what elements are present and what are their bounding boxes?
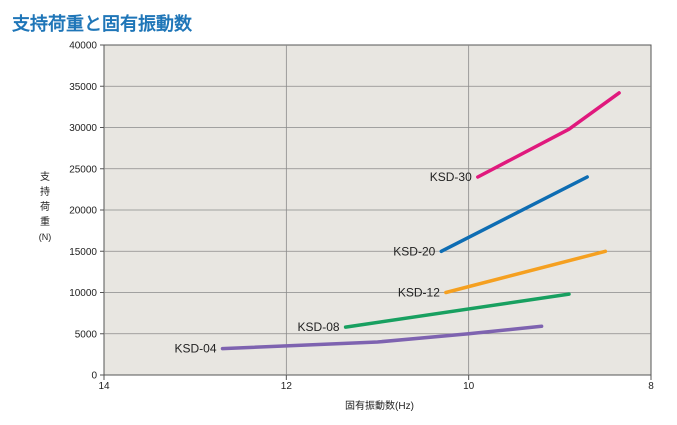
series-line-ksd-12 [444,249,608,295]
series-line-ksd-30 [476,91,621,179]
y-tick-label: 0 [91,371,97,382]
series-line-ksd-08 [343,292,571,329]
y-axis-label: 支 持 荷 重 (N) [32,170,58,245]
x-axis-label: 固有振動数(Hz) [345,399,414,412]
series-label-ksd-04: KSD-04 [174,342,216,356]
y-tick-label: 10000 [69,288,97,299]
y-tick-label: 40000 [69,41,97,52]
y-tick-label: 35000 [69,82,97,93]
x-tick-label: 10 [463,381,475,392]
series-line-ksd-04 [220,324,544,351]
series-label-ksd-08: KSD-08 [298,320,340,334]
y-tick-label: 5000 [75,329,98,340]
grid [104,45,651,375]
y-axis-unit: (N) [38,232,52,242]
y-tick-label: 20000 [69,206,97,217]
axis-ticks: 0 5000 10000 15000 20000 25000 30000 35000 40000… [69,41,654,393]
series-line-ksd-20 [439,175,589,254]
x-tick-label: 8 [648,381,654,392]
y-axis-label-char: 持 [40,187,50,198]
x-tick-label: 12 [281,381,293,392]
y-axis-label-char: 重 [40,217,50,228]
y-tick-label: 25000 [69,164,97,175]
page-title: 支持荷重と固有振動数 [12,14,192,34]
x-tick-label: 14 [98,381,110,392]
y-axis-label-char: 支 [40,172,50,183]
series-label-ksd-30: KSD-30 [430,170,472,184]
y-tick-label: 15000 [69,247,97,258]
series-label-ksd-12: KSD-12 [398,286,440,300]
series-group: KSD-30 KSD-20 KSD-12 KSD-08 KSD-04 [174,91,621,356]
y-axis-label-char: 荷 [40,202,50,213]
y-tick-label: 30000 [69,123,97,134]
series-label-ksd-20: KSD-20 [393,244,435,258]
